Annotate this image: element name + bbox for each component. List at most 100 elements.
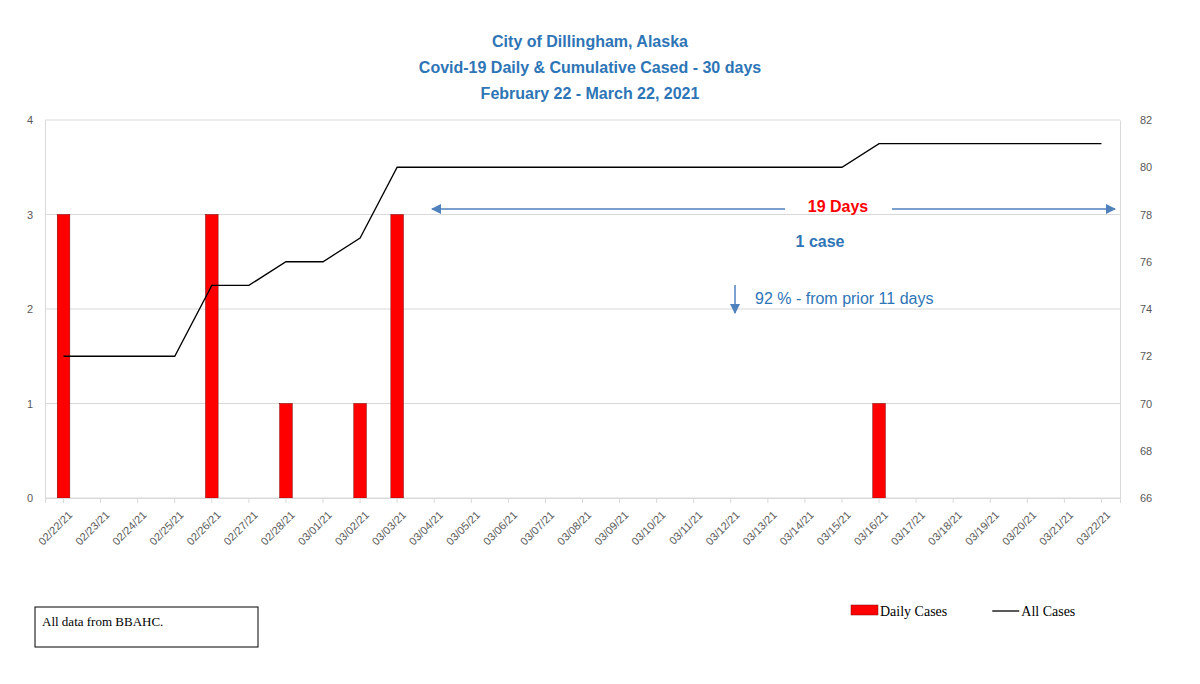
tick-mark bbox=[1064, 498, 1065, 503]
tick-mark bbox=[63, 498, 64, 503]
tick: 0 bbox=[27, 492, 45, 504]
tick: 03/01/21 bbox=[295, 498, 334, 547]
axis-line bbox=[45, 121, 46, 499]
tick: 02/23/21 bbox=[73, 498, 112, 547]
bar bbox=[354, 404, 367, 499]
tick-mark bbox=[434, 498, 435, 503]
chart: City of Dillingham, AlaskaCovid-19 Daily… bbox=[0, 0, 1200, 684]
tick: 03/13/21 bbox=[740, 498, 779, 547]
tick-label: 03/15/21 bbox=[814, 509, 853, 548]
tick-label: 72 bbox=[1140, 350, 1152, 362]
tick: 03/06/21 bbox=[481, 498, 520, 547]
grid bbox=[45, 120, 1120, 498]
tick-mark bbox=[285, 498, 286, 503]
tick: 03/11/21 bbox=[667, 498, 705, 547]
tick: 03/16/21 bbox=[851, 498, 890, 547]
tick-label: 0 bbox=[27, 492, 33, 504]
tick-label: 03/02/21 bbox=[332, 509, 371, 548]
tick-label: 03/21/21 bbox=[1037, 509, 1076, 548]
tick-mark bbox=[360, 498, 361, 503]
tick-label: 03/09/21 bbox=[592, 509, 631, 548]
tick: 02/28/21 bbox=[258, 498, 297, 547]
tick: 72 bbox=[1120, 350, 1152, 362]
tick: 02/27/21 bbox=[221, 498, 260, 547]
tick: 03/09/21 bbox=[592, 498, 631, 547]
tick-label: 03/18/21 bbox=[925, 509, 964, 548]
tick: 03/07/21 bbox=[518, 498, 557, 547]
legend-swatch bbox=[992, 610, 1019, 611]
tick: 02/26/21 bbox=[184, 498, 223, 547]
bar bbox=[206, 215, 219, 499]
tick: 03/12/21 bbox=[703, 498, 742, 547]
tick-label: 76 bbox=[1140, 256, 1152, 268]
tick-label: 80 bbox=[1140, 161, 1152, 173]
tick-label: 02/24/21 bbox=[110, 509, 149, 548]
tick-label: 2 bbox=[27, 303, 33, 315]
tick-mark bbox=[545, 498, 546, 503]
tick-label: 3 bbox=[27, 209, 33, 221]
tick-mark bbox=[471, 498, 472, 503]
tick-mark bbox=[619, 498, 620, 503]
tick: 1 bbox=[27, 398, 45, 410]
tick-mark bbox=[100, 498, 101, 503]
axis-line bbox=[1120, 121, 1121, 499]
tick: 03/18/21 bbox=[925, 498, 964, 547]
tick-mark bbox=[508, 498, 509, 503]
x-axis: 02/22/2102/23/2102/24/2102/25/2102/26/21… bbox=[36, 498, 1121, 547]
legend-item: All Cases bbox=[992, 604, 1075, 619]
legend-label: Daily Cases bbox=[880, 604, 947, 619]
tick-label: 66 bbox=[1140, 492, 1152, 504]
tick: 2 bbox=[27, 303, 45, 315]
tick: 03/05/21 bbox=[444, 498, 483, 547]
bar bbox=[391, 215, 404, 499]
tick-mark bbox=[1027, 498, 1028, 503]
tick-label: 74 bbox=[1140, 303, 1152, 315]
tick: 80 bbox=[1120, 161, 1152, 173]
tick-label: 03/01/21 bbox=[295, 509, 334, 548]
tick: 03/10/21 bbox=[629, 498, 668, 547]
tick-label: 03/03/21 bbox=[369, 509, 408, 548]
tick-label: 03/12/21 bbox=[703, 509, 742, 548]
tick-label: 03/08/21 bbox=[555, 509, 594, 548]
tick-label: 02/25/21 bbox=[147, 509, 186, 548]
tick: 68 bbox=[1120, 445, 1152, 457]
tick-mark bbox=[841, 498, 842, 503]
tick: 3 bbox=[27, 209, 45, 221]
tick-label: 70 bbox=[1140, 398, 1152, 410]
tick: 03/03/21 bbox=[369, 498, 408, 547]
tick-label: 02/22/21 bbox=[36, 509, 75, 548]
tick-mark bbox=[990, 498, 991, 503]
tick-mark bbox=[953, 498, 954, 503]
tick: 4 bbox=[27, 114, 45, 126]
tick: 02/22/21 bbox=[36, 498, 75, 547]
tick-label: 03/13/21 bbox=[740, 509, 779, 548]
tick: 03/20/21 bbox=[1000, 498, 1039, 547]
tick-mark bbox=[804, 498, 805, 503]
legend-label: All Cases bbox=[1021, 604, 1075, 619]
tick: 03/08/21 bbox=[555, 498, 594, 547]
grid-line bbox=[45, 120, 1120, 121]
tick-mark bbox=[1101, 498, 1102, 503]
tick-mark bbox=[730, 498, 731, 503]
tick-mark bbox=[916, 498, 917, 503]
tick: 82 bbox=[1120, 114, 1152, 126]
tick: 03/19/21 bbox=[963, 498, 1002, 547]
tick-mark bbox=[174, 498, 175, 503]
tick-label: 03/04/21 bbox=[407, 509, 446, 548]
arrow bbox=[734, 285, 736, 313]
tick-label: 1 bbox=[27, 398, 33, 410]
axis-line bbox=[46, 499, 1121, 504]
arrow bbox=[432, 208, 785, 210]
tick: 03/22/21 bbox=[1074, 498, 1113, 547]
title: Covid-19 Daily & Cumulative Cased - 30 d… bbox=[419, 59, 761, 76]
source-box: All data from BBAHC. bbox=[35, 607, 258, 647]
tick-mark bbox=[323, 498, 324, 503]
legend-swatch bbox=[851, 605, 878, 615]
tick-label: 02/28/21 bbox=[258, 509, 297, 548]
tick-label: 03/10/21 bbox=[629, 509, 668, 548]
tick-label: 03/22/21 bbox=[1074, 509, 1113, 548]
tick: 03/04/21 bbox=[407, 498, 446, 547]
arrow bbox=[892, 208, 1115, 210]
tick-mark bbox=[211, 498, 212, 503]
tick: 76 bbox=[1120, 256, 1152, 268]
